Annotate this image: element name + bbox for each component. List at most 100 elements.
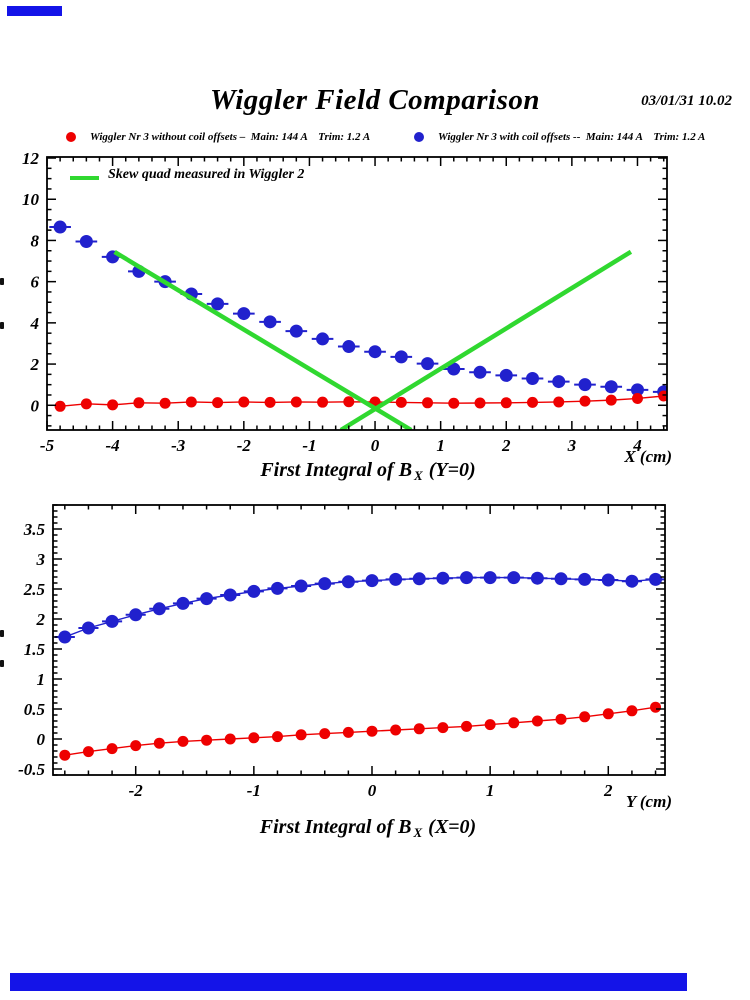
skew-quad-lines bbox=[113, 249, 633, 430]
y-tick-label: 2 bbox=[30, 355, 40, 374]
x-tick-label: -1 bbox=[247, 781, 261, 800]
data-point bbox=[578, 572, 592, 586]
legend-label: Wiggler Nr 3 with coil offsets -- Main: … bbox=[438, 131, 706, 143]
clipped-y-axis-title-fragment bbox=[0, 630, 4, 637]
data-point bbox=[631, 392, 643, 404]
data-point bbox=[390, 724, 402, 736]
data-point bbox=[605, 394, 617, 406]
data-point bbox=[130, 740, 142, 752]
data-point bbox=[81, 621, 95, 635]
data-point bbox=[412, 572, 426, 586]
data-point bbox=[237, 307, 251, 321]
data-point bbox=[395, 396, 407, 408]
data-point bbox=[248, 732, 260, 744]
clipped-y-axis-title-fragment bbox=[0, 322, 4, 329]
y-tick-label: -0.5 bbox=[18, 760, 45, 779]
data-point bbox=[264, 396, 276, 408]
title-text: First Integral of B bbox=[259, 816, 412, 838]
data-point bbox=[527, 396, 539, 408]
data-point bbox=[601, 573, 615, 587]
data-point bbox=[365, 574, 379, 588]
data-point bbox=[342, 726, 354, 738]
data-point bbox=[553, 396, 565, 408]
x-tick-label: 4 bbox=[632, 436, 642, 455]
y-tick-label: 0.5 bbox=[24, 700, 46, 719]
y-tick-label: 0 bbox=[31, 396, 40, 415]
data-point bbox=[106, 743, 118, 755]
series-red bbox=[59, 701, 662, 761]
y-tick-label: 1 bbox=[37, 670, 46, 689]
y-tick-label: 6 bbox=[31, 273, 40, 292]
data-point bbox=[133, 397, 145, 409]
x-tick-label: 2 bbox=[501, 436, 511, 455]
data-point bbox=[484, 719, 496, 731]
top-chart-x-axis-unit-label: X (cm) bbox=[624, 447, 672, 466]
data-point bbox=[366, 725, 378, 737]
data-point bbox=[413, 723, 425, 735]
title-subscript: X bbox=[413, 824, 423, 840]
data-point bbox=[389, 572, 403, 586]
data-point bbox=[437, 722, 449, 734]
data-point bbox=[448, 397, 460, 409]
y-tick-label: 2 bbox=[36, 610, 46, 629]
series-line bbox=[64, 706, 656, 756]
data-point bbox=[58, 630, 72, 644]
data-point bbox=[461, 720, 473, 732]
data-point bbox=[555, 713, 567, 725]
data-point bbox=[508, 717, 520, 729]
data-point bbox=[483, 571, 497, 585]
y-tick-label: 8 bbox=[31, 231, 40, 250]
data-point bbox=[531, 715, 543, 727]
data-point bbox=[318, 577, 332, 591]
data-point bbox=[394, 350, 408, 364]
skew-quad-legend-label: Skew quad measured in Wiggler 2 bbox=[108, 167, 305, 182]
series-blue bbox=[49, 220, 667, 399]
data-point bbox=[295, 729, 307, 741]
data-point bbox=[159, 397, 171, 409]
data-point bbox=[526, 371, 540, 385]
data-point bbox=[319, 728, 331, 740]
x-tick-label: 1 bbox=[436, 436, 445, 455]
green-line-legend-swatch bbox=[70, 176, 99, 180]
data-point bbox=[554, 572, 568, 586]
data-point bbox=[263, 315, 277, 329]
data-point bbox=[212, 397, 224, 409]
legend-item-with-offsets: Wiggler Nr 3 with coil offsets -- Main: … bbox=[414, 129, 705, 145]
data-point bbox=[289, 324, 303, 338]
x-tick-label: 0 bbox=[368, 781, 377, 800]
data-point bbox=[247, 584, 261, 598]
data-point bbox=[500, 397, 512, 409]
data-point bbox=[473, 365, 487, 379]
data-point bbox=[224, 733, 236, 745]
data-point bbox=[79, 234, 93, 248]
x-tick-label: -4 bbox=[106, 436, 120, 455]
clipped-y-axis-title-fragment bbox=[0, 278, 4, 285]
data-series-group bbox=[49, 220, 667, 412]
plot-frame bbox=[46, 156, 668, 431]
data-point bbox=[107, 399, 119, 411]
series-blue bbox=[54, 571, 665, 644]
data-point bbox=[105, 614, 119, 628]
data-point bbox=[53, 220, 67, 234]
data-point bbox=[579, 711, 591, 723]
data-point bbox=[474, 397, 486, 409]
data-point bbox=[341, 575, 355, 589]
y-tick-label: 12 bbox=[22, 150, 40, 168]
data-point bbox=[447, 362, 461, 376]
data-point bbox=[530, 571, 544, 585]
x-tick-label: 0 bbox=[371, 436, 380, 455]
y-tick-label: 3 bbox=[36, 550, 46, 569]
data-point bbox=[630, 383, 644, 397]
x-tick-label: 3 bbox=[567, 436, 577, 455]
data-point bbox=[270, 581, 284, 595]
x-tick-label: -1 bbox=[302, 436, 316, 455]
x-tick-label: -3 bbox=[171, 436, 186, 455]
data-point bbox=[59, 749, 71, 761]
data-point bbox=[82, 746, 94, 758]
data-point bbox=[317, 396, 329, 408]
blue-dot-marker-icon bbox=[414, 132, 424, 142]
data-point bbox=[421, 357, 435, 371]
